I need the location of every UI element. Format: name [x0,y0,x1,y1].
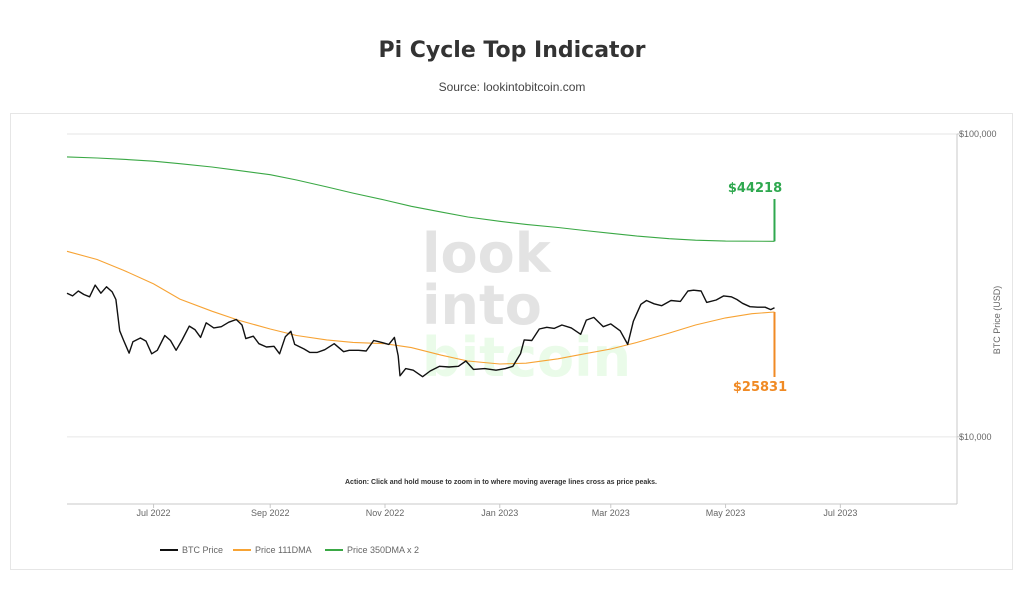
watermark: look into bitcoin [422,222,631,389]
chart-subtitle: Source: lookintobitcoin.com [438,80,586,94]
legend-item-label[interactable]: Price 111DMA [255,545,312,555]
legend-item-label[interactable]: BTC Price [182,545,223,555]
y-tick-label: $10,000 [959,432,992,442]
watermark-look: look [422,222,552,285]
watermark-into: into [422,274,542,337]
y-axis-ticks: $100,000 $10,000 [957,129,997,442]
legend-item-label[interactable]: Price 350DMA x 2 [347,545,419,555]
series-line-price-350dma-x2 [66,156,775,242]
x-tick-label: Jul 2022 [137,508,171,518]
chart-title: Pi Cycle Top Indicator [378,38,646,63]
x-axis-ticks: Jul 2022 Sep 2022 Nov 2022 Jan 2023 Mar 2023… [137,504,857,518]
x-tick-label: Sep 2022 [251,508,290,518]
lower-value-label: $25831 [733,380,787,395]
upper-value-label: $44218 [728,181,782,196]
x-tick-label: Nov 2022 [366,508,405,518]
legend: BTC Price Price 111DMA Price 350DMA x 2 [160,545,419,555]
action-hint: Action: Click and hold mouse to zoom in … [345,479,657,486]
x-tick-label: May 2023 [706,508,746,518]
watermark-bitcoin: bitcoin [422,326,631,389]
y-tick-label: $100,000 [959,129,997,139]
gridlines [67,133,957,438]
series-line-price-111dma [66,250,775,365]
series-line-btc-price [66,284,775,378]
chart-panel [10,113,1013,570]
y-axis-label: BTC Price (USD) [992,286,1002,355]
x-tick-label: Jul 2023 [823,508,857,518]
x-tick-label: Jan 2023 [481,508,518,518]
x-tick-label: Mar 2023 [592,508,630,518]
